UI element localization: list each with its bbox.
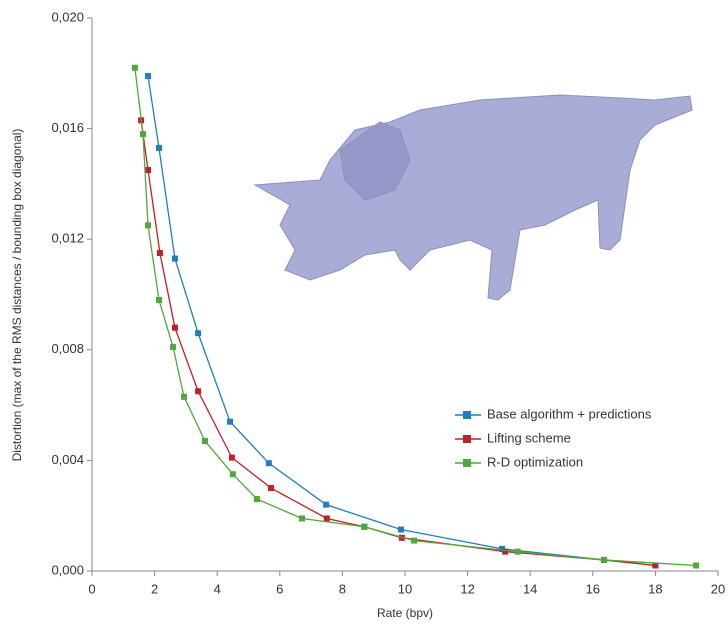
marker: [195, 330, 202, 337]
marker: [397, 526, 404, 533]
x-tick-label: 20: [711, 581, 725, 596]
marker: [268, 485, 275, 492]
legend-label: R-D optimization: [487, 454, 583, 469]
marker: [652, 562, 659, 569]
marker: [201, 438, 208, 445]
marker: [195, 388, 202, 395]
marker: [145, 222, 152, 229]
marker: [170, 344, 177, 351]
x-tick-label: 4: [214, 581, 221, 596]
legend-marker: [463, 435, 471, 443]
x-tick-label: 2: [151, 581, 158, 596]
marker: [145, 73, 152, 80]
marker: [171, 255, 178, 262]
y-tick-label: 0,008: [51, 341, 84, 356]
marker: [229, 471, 236, 478]
marker: [265, 460, 272, 467]
marker: [156, 250, 163, 257]
marker: [171, 324, 178, 331]
legend-label: Lifting scheme: [487, 430, 571, 445]
marker: [299, 515, 306, 522]
y-tick-label: 0,020: [51, 9, 84, 24]
x-tick-label: 18: [648, 581, 662, 596]
y-tick-label: 0,000: [51, 562, 84, 577]
x-tick-label: 16: [586, 581, 600, 596]
marker: [227, 418, 234, 425]
marker: [499, 545, 506, 552]
marker: [181, 393, 188, 400]
x-tick-label: 10: [398, 581, 412, 596]
y-tick-label: 0,016: [51, 120, 84, 135]
x-tick-label: 12: [460, 581, 474, 596]
marker: [155, 297, 162, 304]
x-axis-label: Rate (bpv): [377, 606, 433, 620]
legend-label: Base algorithm + predictions: [487, 406, 652, 421]
marker: [145, 167, 152, 174]
x-tick-label: 8: [339, 581, 346, 596]
marker: [140, 131, 147, 138]
marker: [601, 556, 608, 563]
marker: [228, 454, 235, 461]
marker: [131, 64, 138, 71]
x-tick-label: 14: [523, 581, 537, 596]
legend-marker: [463, 459, 471, 467]
marker: [253, 496, 260, 503]
legend-marker: [463, 411, 471, 419]
marker: [361, 523, 368, 530]
marker: [323, 515, 330, 522]
marker: [323, 501, 330, 508]
y-tick-label: 0,004: [51, 452, 84, 467]
marker: [514, 548, 521, 555]
marker: [502, 548, 509, 555]
y-tick-label: 0,012: [51, 231, 84, 246]
y-axis-label: Distortion (max of the RMS distances / b…: [10, 129, 24, 462]
marker: [411, 537, 418, 544]
marker: [155, 144, 162, 151]
x-tick-label: 0: [88, 581, 95, 596]
x-tick-label: 6: [276, 581, 283, 596]
marker: [693, 562, 700, 569]
dinosaur-illustration: [253, 94, 693, 301]
